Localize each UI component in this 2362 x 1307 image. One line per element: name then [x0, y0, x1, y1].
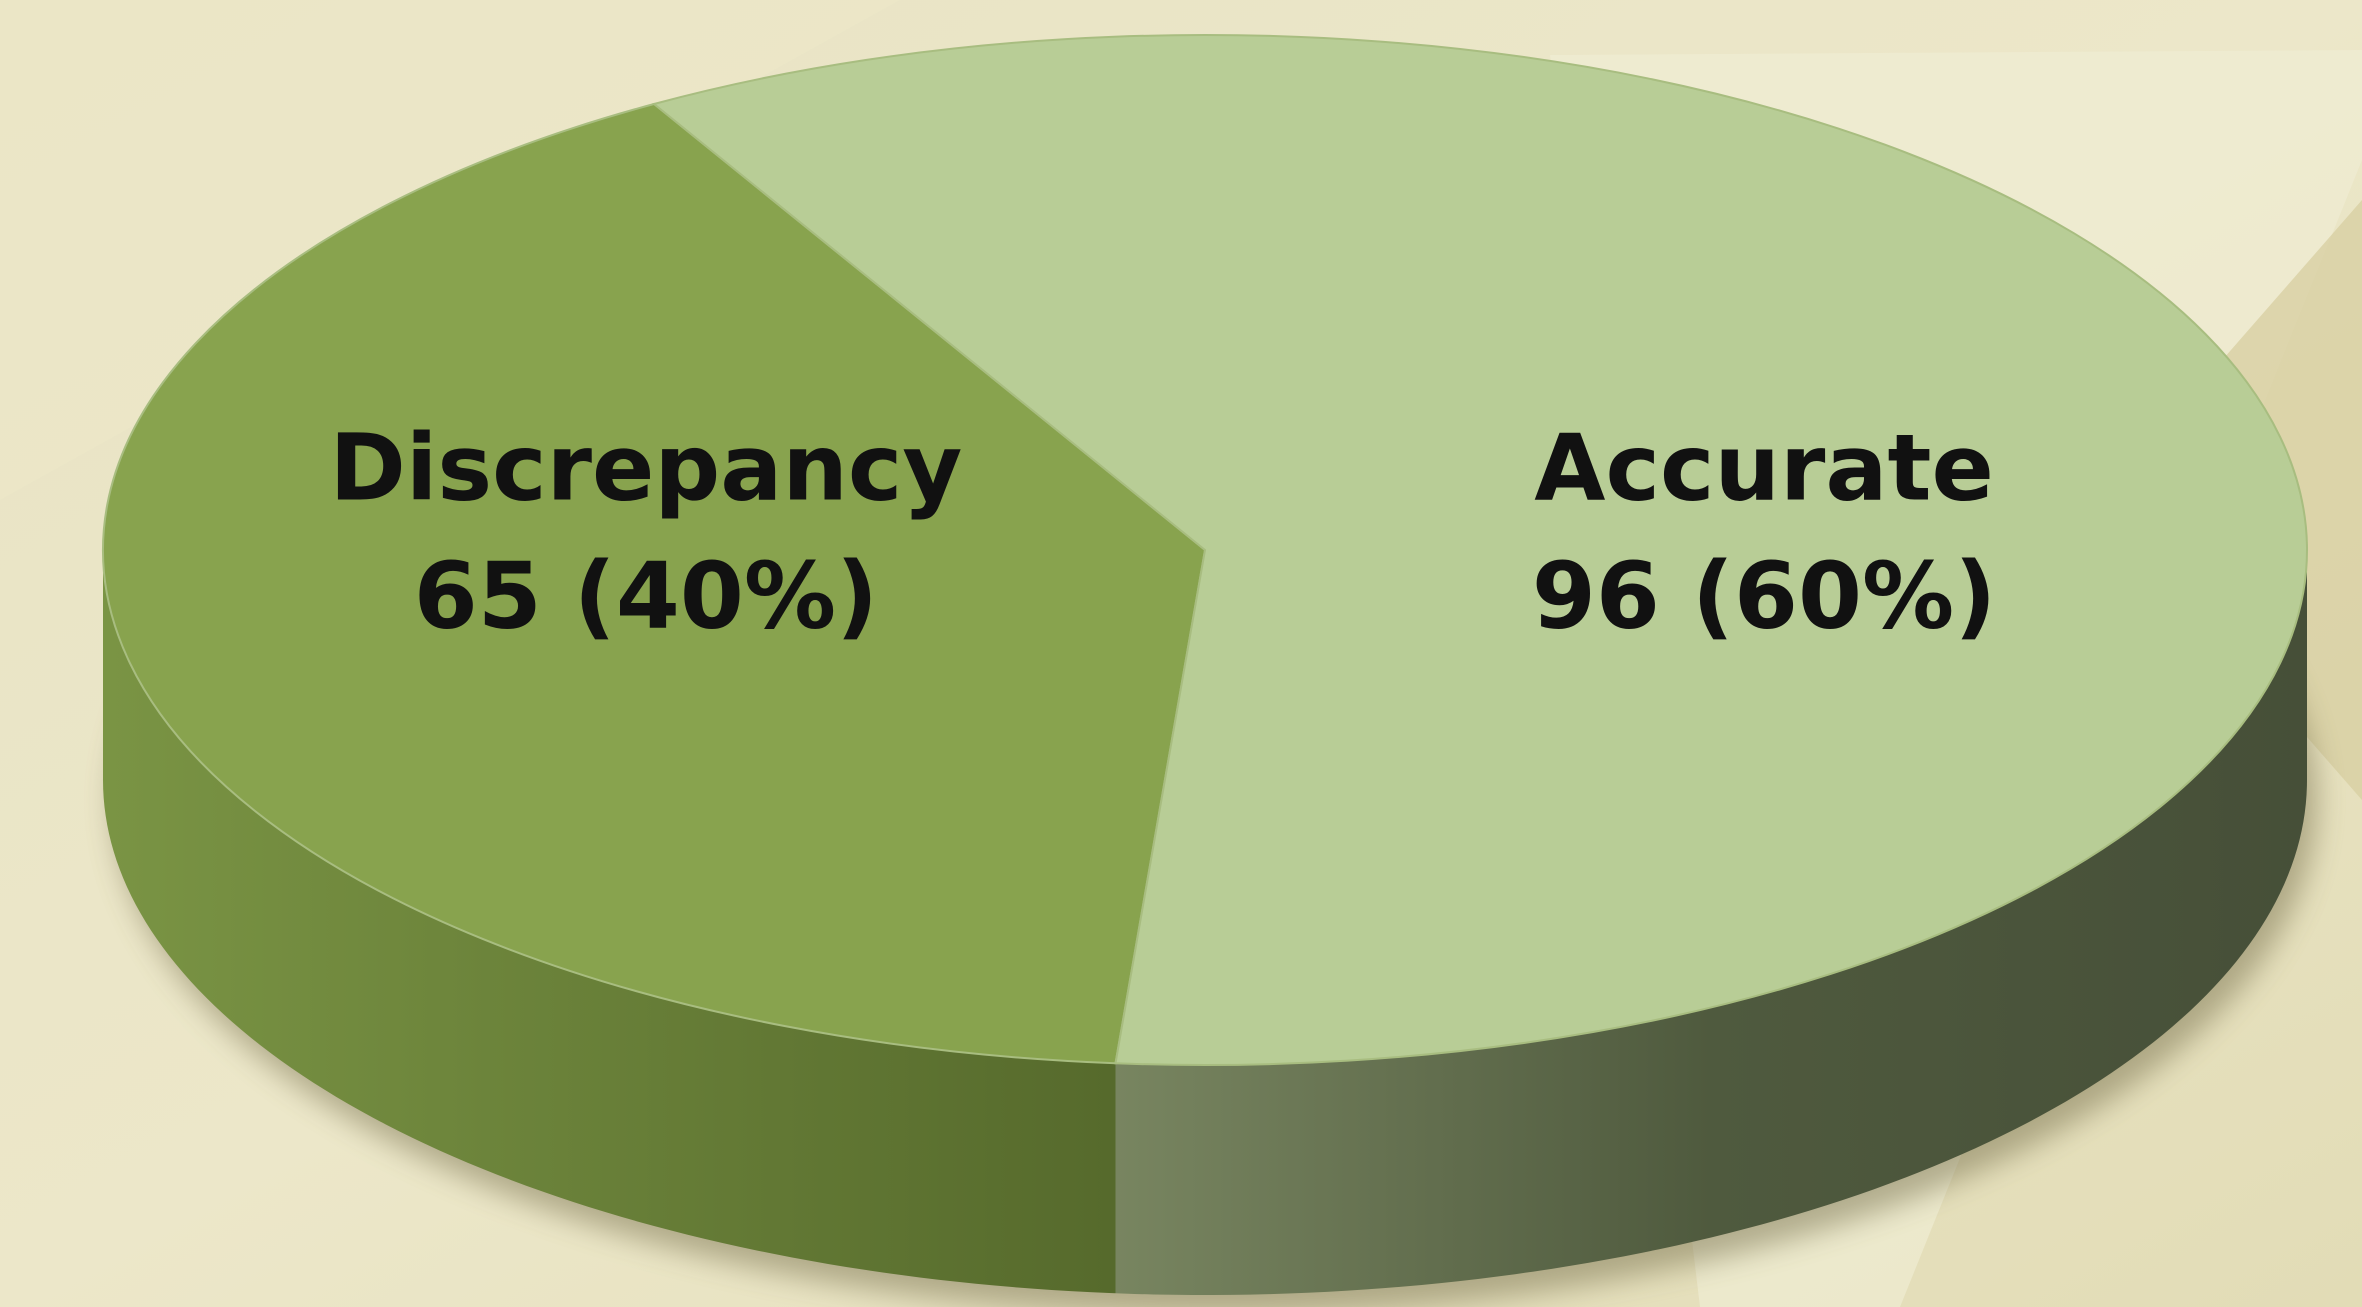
- slice: [102, 102, 1207, 1065]
- slice-side: [1115, 550, 2307, 1295]
- slice: [651, 34, 2308, 1066]
- slice-value-label: 96 (60%): [1532, 542, 1996, 649]
- slice-value-label: 65 (40%): [414, 542, 878, 649]
- slice-label: Discrepancy: [329, 414, 962, 521]
- slice-label: Accurate: [1534, 414, 1994, 521]
- pie: Discrepancy 65 (40%) Accurate 96 (60%): [102, 34, 2317, 1307]
- slice-side: [103, 550, 1116, 1294]
